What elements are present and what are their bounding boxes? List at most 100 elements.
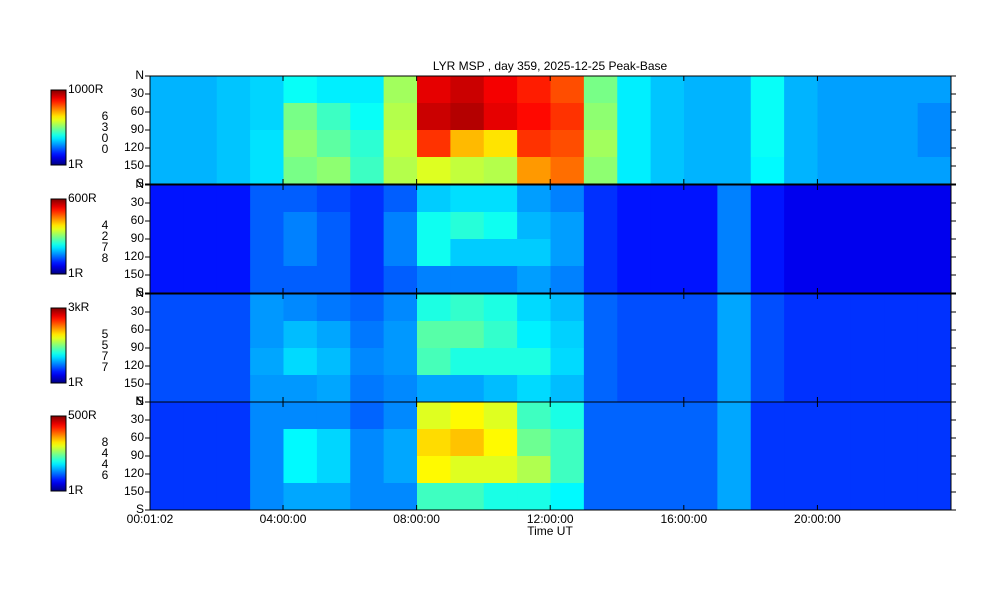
heat-cell — [784, 456, 818, 484]
heat-cell — [350, 375, 385, 403]
colorbar — [50, 307, 67, 384]
heat-cell — [216, 375, 251, 403]
heat-cell — [750, 321, 785, 349]
heat-cell — [583, 375, 618, 403]
heat-cell — [483, 483, 518, 511]
y-tick-label: 60 — [131, 213, 145, 227]
heat-cell — [250, 429, 284, 457]
heat-cell — [216, 402, 251, 430]
heat-cell — [717, 185, 752, 213]
heat-cell — [617, 76, 652, 104]
heat-cell — [650, 239, 685, 267]
heat-cell — [183, 483, 218, 511]
heat-cell — [550, 185, 585, 213]
wavelength-label: 5577 — [98, 327, 112, 371]
heat-cell — [316, 266, 351, 294]
heat-cell — [550, 266, 585, 294]
heat-cell — [316, 321, 351, 349]
y-tick-label: S — [136, 394, 144, 408]
heat-cell — [450, 321, 485, 349]
heat-cell — [150, 103, 184, 131]
heat-cell — [350, 348, 385, 376]
heat-cell — [216, 157, 251, 185]
heat-cell — [183, 76, 218, 104]
heat-cell — [750, 239, 785, 267]
heat-cell — [784, 348, 818, 376]
heat-cell — [517, 456, 551, 484]
heat-cell — [517, 429, 551, 457]
heat-cell — [383, 130, 418, 158]
heat-cell — [283, 212, 318, 240]
heat-cell — [517, 294, 551, 322]
heat-cell — [650, 348, 685, 376]
heat-cell — [483, 130, 518, 158]
colorbar-label: 1R — [68, 375, 84, 389]
y-tick-label: 150 — [124, 158, 144, 172]
heat-cell — [917, 348, 952, 376]
heat-cell — [583, 212, 618, 240]
y-tick-label: S — [136, 285, 144, 299]
heat-cell — [850, 456, 885, 484]
wavelength-label: 6300 — [98, 109, 112, 153]
heat-cell — [717, 348, 752, 376]
heat-cell — [283, 294, 318, 322]
heat-cell — [784, 483, 818, 511]
heat-cell — [817, 239, 852, 267]
heat-cell — [417, 185, 451, 213]
heat-cell — [717, 157, 752, 185]
heat-cell — [684, 157, 718, 185]
y-tick-label: 90 — [131, 231, 145, 245]
heat-cell — [483, 266, 518, 294]
heat-cell — [817, 185, 852, 213]
heat-cell — [550, 456, 585, 484]
heat-cell — [583, 239, 618, 267]
heat-cell — [750, 429, 785, 457]
heat-cell — [417, 456, 451, 484]
heat-cell — [417, 130, 451, 158]
heat-cell — [517, 76, 551, 104]
heat-cell — [483, 375, 518, 403]
heat-cell — [917, 321, 952, 349]
heat-cell — [884, 157, 919, 185]
heat-cell — [617, 239, 652, 267]
heat-cell — [383, 483, 418, 511]
heat-cell — [350, 429, 385, 457]
heat-cell — [684, 239, 718, 267]
heat-cell — [717, 429, 752, 457]
heat-cell — [617, 483, 652, 511]
heat-cell — [684, 212, 718, 240]
heat-cell — [750, 185, 785, 213]
heat-cell — [216, 76, 251, 104]
heat-cell — [717, 266, 752, 294]
x-tick-label: 08:00:00 — [393, 512, 440, 526]
heat-cell — [216, 456, 251, 484]
heat-cell — [150, 76, 184, 104]
heat-cell — [450, 185, 485, 213]
heat-cell — [884, 429, 919, 457]
heat-cell — [583, 483, 618, 511]
heat-cell — [750, 130, 785, 158]
heat-cell — [316, 185, 351, 213]
heat-cell — [717, 212, 752, 240]
heat-cell — [550, 402, 585, 430]
heat-cell — [283, 483, 318, 511]
heat-cell — [917, 402, 952, 430]
heat-cell — [750, 157, 785, 185]
heat-cell — [550, 483, 585, 511]
heat-cell — [684, 294, 718, 322]
x-tick-label: 12:00:00 — [527, 512, 574, 526]
y-tick-label: 150 — [124, 267, 144, 281]
heat-cell — [650, 456, 685, 484]
heat-cell — [550, 239, 585, 267]
heat-cell — [650, 76, 685, 104]
heat-cell — [216, 185, 251, 213]
heat-cell — [283, 239, 318, 267]
heat-cell — [550, 157, 585, 185]
heat-cell — [650, 375, 685, 403]
heat-cell — [617, 185, 652, 213]
heat-cell — [517, 321, 551, 349]
heat-cell — [817, 130, 852, 158]
heat-cell — [250, 103, 284, 131]
heat-cell — [817, 402, 852, 430]
heat-cell — [517, 375, 551, 403]
